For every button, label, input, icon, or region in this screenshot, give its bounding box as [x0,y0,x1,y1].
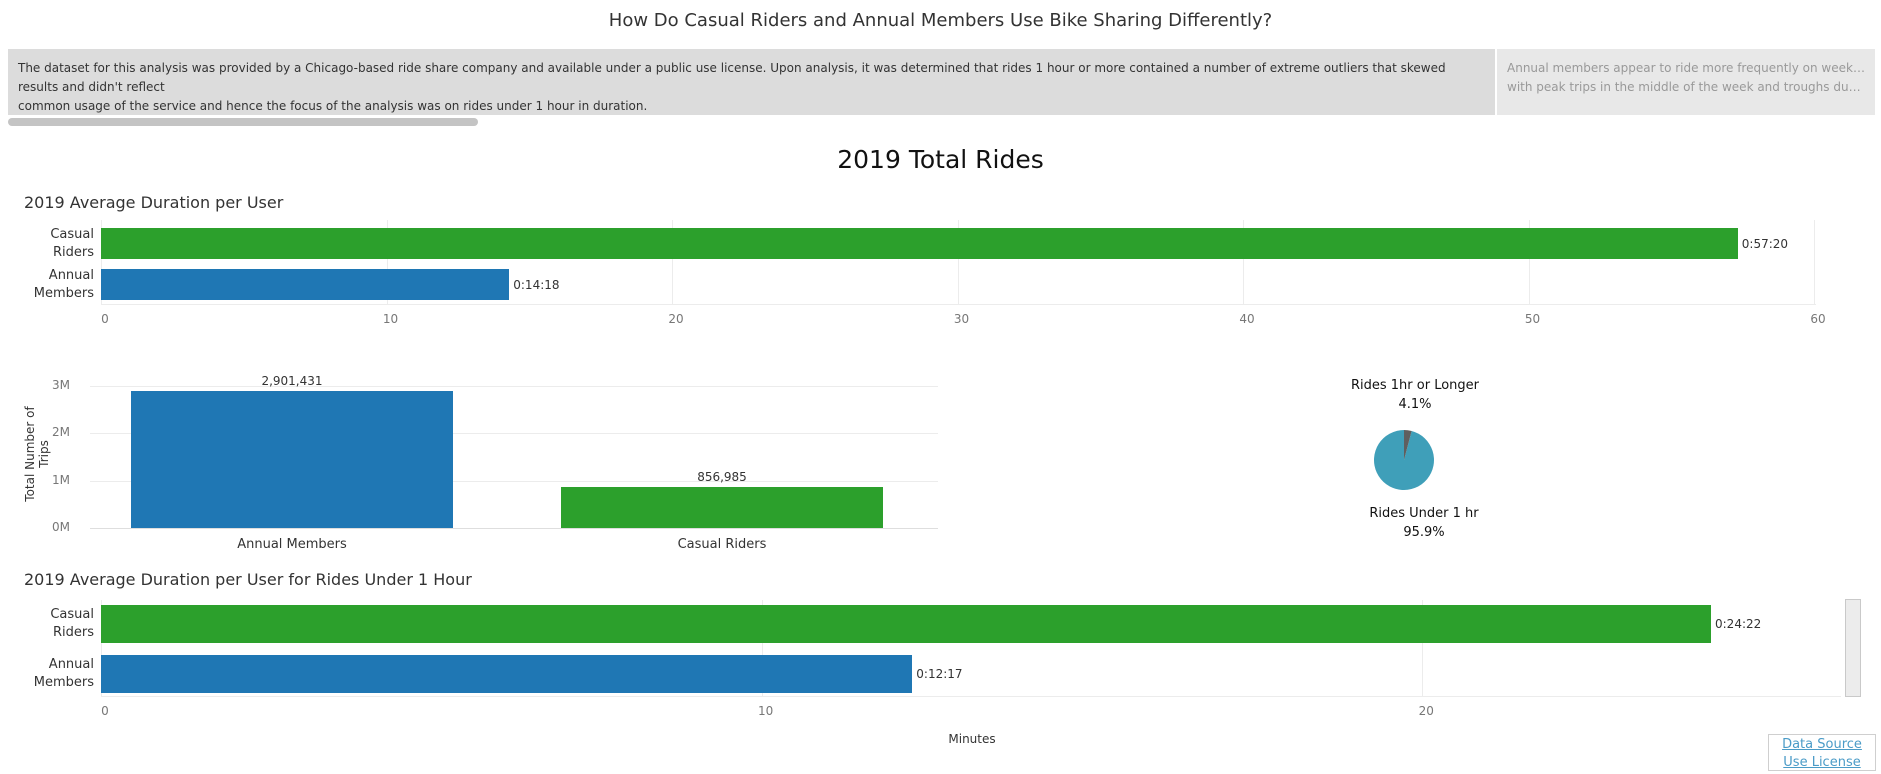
chart4-value-label: 0:24:22 [1715,617,1762,631]
c4-gridline [1422,600,1424,696]
chart4-category-label: Annual Members [33,657,94,690]
chart4-bar-annual[interactable] [101,655,913,693]
story-point-1-line-1: The dataset for this analysis was provid… [18,61,1446,94]
total-trips-chart: Total Number of Trips 0M 1M 2M 3M 2,901,431… [0,360,960,560]
chart4-baseline [101,696,1841,697]
c1-x-tick-label: 10 [382,312,399,326]
c1-x-tick-label: 0 [101,312,109,326]
c1-x-tick-label: 40 [1239,312,1255,326]
chart1-bar-annual[interactable] [101,269,510,300]
footer-links: Data Source Use License [1768,734,1876,771]
page-title: How Do Casual Riders and Annual Members … [608,10,1273,31]
c1-gridline [386,220,388,304]
chart2-category-label: Casual Riders [677,537,767,552]
chart1-category-label: Annual Members [33,268,94,301]
dashboard-scrollbar[interactable] [1845,599,1861,697]
chart2-gridline [90,433,938,435]
c1-x-tick-label: 60 [1810,312,1826,326]
chart2-value-label: 856,985 [697,470,747,485]
chart2-category-label: Annual Members [237,537,347,552]
chart2-gridline [90,480,938,482]
chart2-baseline [90,528,938,529]
chart1-value-label: 0:14:18 [513,278,560,292]
pie-svg [1374,430,1434,490]
chart4-title: 2019 Average Duration per User for Rides… [24,570,472,589]
c1-gridline [1814,220,1815,304]
chart4-x-axis-label: Minutes [948,732,996,746]
chart2-gridline [90,386,938,387]
c1-gridline [1528,220,1530,304]
use-license-link[interactable]: Use License [1783,755,1861,770]
pie-slice-1hr-or-longer[interactable] [1404,430,1412,460]
chart2-y-tick-label: 2M [52,425,70,440]
c4-x-tick-label: 20 [1418,704,1434,718]
chart2-bar-annual[interactable] [131,390,453,528]
chart1-title: 2019 Average Duration per User [24,193,284,212]
c1-x-tick-label: 30 [953,312,970,326]
story-scrollbar-thumb[interactable] [8,118,478,126]
c1-x-tick-label: 50 [1524,312,1541,326]
chart2-y-tick-label: 3M [52,378,70,392]
chart2-ylabel-wrap: Total Number of Trips [23,380,51,520]
pie-label-under: Rides Under 1 hr [1369,506,1479,521]
ride-length-pie-chart: Rides 1hr or Longer 4.1% Rides Under 1 h… [1300,378,1530,548]
duration-under-1hr-chart: Casual Riders Annual Members 0:24:22 0:1… [0,600,1881,750]
story-point-2-line-1: Annual members appear to ride more frequ… [1507,61,1865,75]
chart2-value-label: 2,901,431 [261,373,323,388]
chart2-y-tick-label: 1M [52,472,70,487]
story-point-1-line-2: common usage of the service and hence th… [18,99,648,113]
chart1-baseline [101,304,1816,305]
data-source-link[interactable]: Data Source [1782,737,1862,752]
chart2-y-axis-label: Total Number of Trips [23,406,51,502]
chart2-bar-casual[interactable] [561,487,883,528]
c4-gridline [761,600,763,696]
story-point-1[interactable]: The dataset for this analysis was provid… [8,49,1495,115]
c4-x-tick-label: 0 [101,704,109,718]
chart2-y-tick-label: 0M [52,520,70,534]
c1-gridline [957,220,959,304]
c1-x-tick-label: 20 [668,312,684,326]
pie-label-over: Rides 1hr or Longer [1350,378,1480,393]
c4-x-tick-label: 10 [758,704,774,718]
dashboard-title: 2019 Total Rides [837,145,1044,174]
chart1-value-label: 0:57:20 [1741,237,1789,251]
chart4-category-label: Casual Riders [50,607,94,640]
chart4-axis-line [101,600,102,696]
story-point-2[interactable]: Annual members appear to ride more frequ… [1497,49,1875,115]
c1-gridline [1243,220,1244,304]
pie-pct-over: 4.1% [1398,397,1432,412]
chart1-category-label: Casual Riders [50,227,94,260]
chart4-bar-casual[interactable] [101,605,1711,643]
chart4-value-label: 0:12:17 [916,667,963,681]
story-point-2-line-2: with peak trips in the middle of the wee… [1507,80,1865,94]
c1-gridline [672,220,673,304]
duration-chart: Casual Riders Annual Members 0:57:20 0:1… [0,220,1881,330]
chart1-axis-line [101,220,102,304]
chart1-bar-casual[interactable] [101,228,1738,259]
pie-pct-under: 95.9% [1403,525,1445,540]
